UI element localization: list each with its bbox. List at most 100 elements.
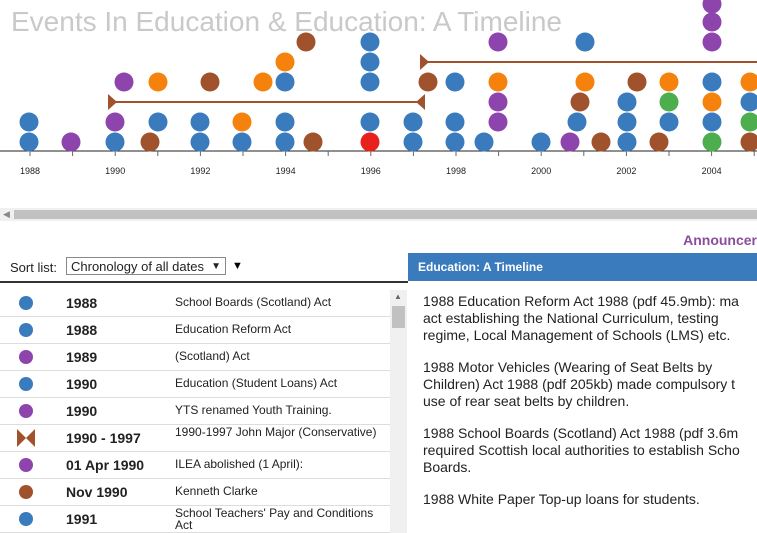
- event-dot-purple[interactable]: [702, 12, 722, 32]
- event-dot-blue[interactable]: [740, 92, 757, 112]
- event-dot-blue[interactable]: [275, 132, 295, 152]
- event-dot-blue[interactable]: [617, 92, 637, 112]
- event-dot-blue[interactable]: [360, 112, 380, 132]
- event-dot-orange[interactable]: [740, 72, 757, 92]
- event-dot-orange[interactable]: [275, 52, 295, 72]
- list-scroll-thumb[interactable]: [392, 306, 405, 328]
- event-dot-orange[interactable]: [659, 72, 679, 92]
- event-dot-brown[interactable]: [591, 132, 611, 152]
- event-dot-blue[interactable]: [445, 132, 465, 152]
- event-dot-red[interactable]: [360, 132, 380, 152]
- list-item[interactable]: 1988 School Boards (Scotland) Act: [0, 290, 390, 317]
- event-dot-blue[interactable]: [575, 32, 595, 52]
- event-dot-orange[interactable]: [253, 72, 273, 92]
- event-dot-purple[interactable]: [488, 92, 508, 112]
- event-dot-orange[interactable]: [575, 72, 595, 92]
- timeline-view[interactable]: 1988 1990 1992 1994 1996 1998 2000 2002 2004 Eve…: [0, 0, 757, 200]
- list-item[interactable]: 1989 (Scotland) Act: [0, 344, 390, 371]
- event-dot-orange[interactable]: [702, 92, 722, 112]
- list-item[interactable]: 1990 Education (Student Loans) Act: [0, 371, 390, 398]
- event-dot-brown[interactable]: [740, 132, 757, 152]
- event-dot-purple[interactable]: [702, 0, 722, 14]
- event-dot-blue[interactable]: [232, 132, 252, 152]
- event-date: Nov 1990: [66, 484, 128, 500]
- event-dot-blue[interactable]: [617, 112, 637, 132]
- event-dot-blue[interactable]: [403, 112, 423, 132]
- event-dot-blue[interactable]: [105, 132, 125, 152]
- event-label: School Boards (Scotland) Act: [175, 295, 332, 309]
- event-dot-blue[interactable]: [403, 132, 423, 152]
- event-dot-green[interactable]: [740, 112, 757, 132]
- event-dot-orange[interactable]: [232, 112, 252, 132]
- timeline-scroll-thumb[interactable]: [14, 210, 757, 219]
- event-dot-blue[interactable]: [190, 132, 210, 152]
- event-dot-blue[interactable]: [445, 72, 465, 92]
- event-dot-purple[interactable]: [702, 32, 722, 52]
- event-dot-brown[interactable]: [418, 72, 438, 92]
- event-dot-blue[interactable]: [190, 112, 210, 132]
- timeline-scrollbar[interactable]: ◀: [0, 208, 757, 221]
- event-dot-blue[interactable]: [567, 112, 587, 132]
- list-item[interactable]: 1990 - 1997 1990-1997 John Major (Conserv…: [0, 425, 390, 452]
- span-bar-next-cap-left: [420, 54, 429, 70]
- event-label: YTS renamed Youth Training.: [175, 403, 332, 417]
- list-item[interactable]: 1991 School Teachers' Pay and Conditions …: [0, 506, 390, 533]
- event-date: 1989: [66, 349, 98, 365]
- event-dot-purple[interactable]: [488, 112, 508, 132]
- event-dot-blue[interactable]: [148, 112, 168, 132]
- list-item[interactable]: 01 Apr 1990 ILEA abolished (1 April):: [0, 452, 390, 479]
- event-dot-blue[interactable]: [275, 112, 295, 132]
- event-dot-blue[interactable]: [360, 52, 380, 72]
- event-dot-brown[interactable]: [200, 72, 220, 92]
- event-dot-purple[interactable]: [114, 72, 134, 92]
- event-dot-brown[interactable]: [570, 92, 590, 112]
- event-dot-orange[interactable]: [148, 72, 168, 92]
- sort-direction-icon[interactable]: ▼: [232, 260, 243, 272]
- event-dot-blue[interactable]: [702, 112, 722, 132]
- event-dot-purple[interactable]: [61, 132, 81, 152]
- event-dot-blue[interactable]: [445, 112, 465, 132]
- event-dot-brown[interactable]: [649, 132, 669, 152]
- event-dot-purple[interactable]: [488, 32, 508, 52]
- announcer-link[interactable]: Announcer: [683, 232, 757, 248]
- event-dot-icon: [19, 458, 33, 472]
- event-date: 1990: [66, 403, 98, 419]
- event-dot-blue[interactable]: [275, 72, 295, 92]
- event-dot-green[interactable]: [702, 132, 722, 152]
- event-date: 1991: [66, 511, 98, 527]
- event-dot-blue[interactable]: [617, 132, 637, 152]
- event-dot-blue[interactable]: [531, 132, 551, 152]
- event-dot-icon: [19, 377, 33, 391]
- event-dot-orange[interactable]: [488, 72, 508, 92]
- event-dot-brown[interactable]: [296, 32, 316, 52]
- axis-label: 1996: [361, 166, 381, 176]
- event-dot-purple[interactable]: [105, 112, 125, 132]
- event-dot-purple[interactable]: [560, 132, 580, 152]
- event-dot-brown[interactable]: [627, 72, 647, 92]
- event-dot-green[interactable]: [659, 92, 679, 112]
- span-bar-major-cap-right: [416, 94, 425, 110]
- event-dot-brown[interactable]: [303, 132, 323, 152]
- event-dot-blue[interactable]: [474, 132, 494, 152]
- scroll-left-icon[interactable]: ◀: [3, 209, 10, 219]
- list-item[interactable]: 1990 YTS renamed Youth Training.: [0, 398, 390, 425]
- sort-select[interactable]: Chronology of all dates ▼: [66, 257, 226, 275]
- detail-panel: Education: A Timeline 1988 Education Ref…: [408, 253, 757, 533]
- event-dot-icon: [19, 296, 33, 310]
- list-item[interactable]: Nov 1990 Kenneth Clarke: [0, 479, 390, 506]
- event-label: Education (Student Loans) Act: [175, 376, 338, 390]
- timeline-canvas[interactable]: 1988 1990 1992 1994 1996 1998 2000 2002 2004: [0, 0, 757, 200]
- event-dot-blue[interactable]: [659, 112, 679, 132]
- event-dot-blue[interactable]: [19, 112, 39, 132]
- event-dot-icon: [19, 323, 33, 337]
- sort-select-value: Chronology of all dates: [71, 259, 204, 274]
- event-dot-blue[interactable]: [19, 132, 39, 152]
- event-dot-brown[interactable]: [140, 132, 160, 152]
- axis-label: 1990: [105, 166, 125, 176]
- list-item[interactable]: 1988 Education Reform Act: [0, 317, 390, 344]
- event-dot-blue[interactable]: [360, 32, 380, 52]
- list-scrollbar[interactable]: ▲: [390, 290, 407, 533]
- scroll-up-icon[interactable]: ▲: [394, 292, 402, 301]
- event-dot-blue[interactable]: [702, 72, 722, 92]
- event-dot-blue[interactable]: [360, 72, 380, 92]
